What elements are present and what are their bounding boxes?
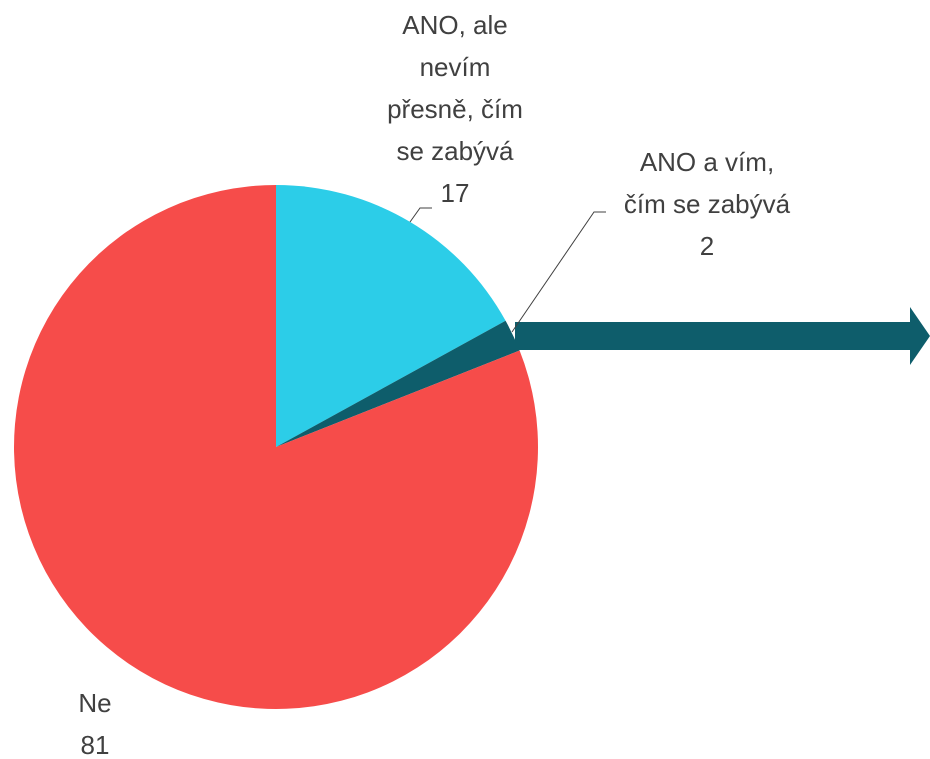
slice-label: ANO a vím, čím se zabývá 2: [618, 141, 796, 267]
slice-label: Ne 81: [45, 682, 145, 759]
leader-line: [511, 211, 606, 333]
arrow: [515, 307, 930, 365]
leader-line: [409, 207, 432, 223]
slice-value: 2: [699, 231, 715, 261]
slice-value: 81: [80, 730, 110, 759]
pie-slice: [276, 320, 520, 447]
pie-slice: [14, 185, 539, 710]
slice-label: ANO, ale nevím přesně, čím se zabývá 17: [380, 4, 530, 214]
slice-name: ANO, ale nevím přesně, čím se zabývá: [387, 10, 523, 166]
slice-value: 17: [440, 178, 470, 208]
slices: [14, 185, 539, 710]
slice-name: Ne: [78, 688, 112, 718]
pie-slice: [276, 185, 506, 447]
slice-name: ANO a vím, čím se zabývá: [623, 147, 791, 219]
